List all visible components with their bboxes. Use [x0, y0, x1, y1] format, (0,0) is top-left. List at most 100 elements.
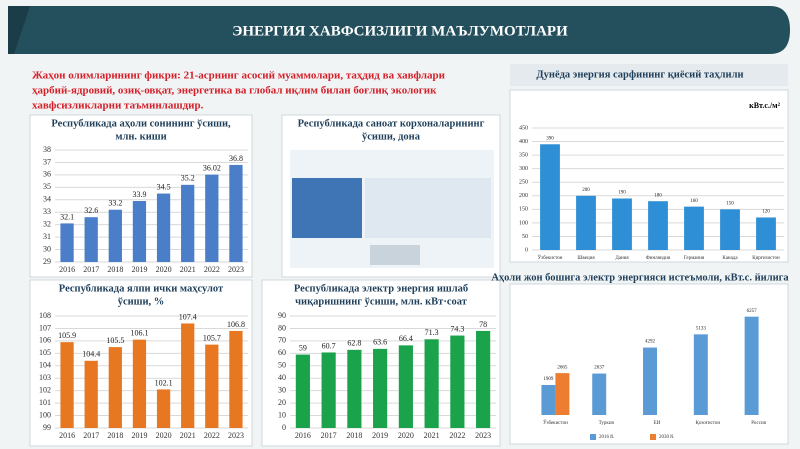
- y-tick-label: 33: [43, 207, 51, 216]
- value-label: 33.9: [132, 190, 146, 199]
- value-label: 150: [726, 201, 734, 206]
- value-label: 180: [654, 193, 662, 198]
- bar: [576, 195, 596, 250]
- bar: [643, 347, 657, 415]
- value-label: 63.6: [373, 338, 387, 347]
- y-tick-label: 0: [525, 247, 528, 253]
- chart-title: млн. киши: [115, 131, 166, 142]
- value-label: 160: [690, 199, 698, 204]
- y-tick-label: 20: [278, 398, 286, 407]
- bar: [648, 201, 668, 250]
- y-tick-label: 99: [43, 423, 51, 432]
- quote-line: ҳарбий-ядровий, озиқ-овқат, энергетика в…: [32, 85, 437, 97]
- y-tick-label: 37: [43, 157, 51, 166]
- chart-title: Дунёда энергия сарфининг қиёсий таҳлили: [536, 69, 743, 80]
- panel-header: [510, 64, 788, 86]
- bar: [744, 316, 759, 415]
- bar: [555, 373, 570, 415]
- y-tick-label: 250: [519, 180, 528, 186]
- x-tick-label: 2019: [131, 431, 147, 440]
- y-tick-label: 50: [522, 234, 528, 240]
- y-tick-label: 90: [278, 311, 286, 320]
- bar: [424, 339, 439, 428]
- x-tick-label: Қирғизистон: [752, 256, 780, 261]
- value-label: 105.5: [106, 336, 124, 345]
- bar: [181, 184, 195, 262]
- table-image: [290, 150, 494, 268]
- y-tick-label: 100: [39, 410, 51, 419]
- value-label: 60.7: [322, 341, 336, 350]
- y-tick-label: 300: [519, 166, 528, 172]
- bar: [476, 330, 491, 428]
- value-label: 4292: [645, 340, 656, 345]
- x-tick-label: 2022: [449, 431, 465, 440]
- chart-title: Республикада ялпи ички маҳсулот: [59, 283, 224, 294]
- y-tick-label: 105: [39, 348, 51, 357]
- image-table: [292, 178, 362, 238]
- bar: [205, 174, 219, 262]
- header-band: [8, 6, 790, 54]
- y-tick-label: 108: [39, 311, 51, 320]
- header-title: ЭНЕРГИЯ ХАВФСИЗЛИГИ МАЪЛУМОТЛАРИ: [232, 23, 568, 39]
- bar: [132, 339, 147, 428]
- x-tick-label: 2020: [156, 265, 172, 274]
- legend-label: 2030 й.: [659, 435, 674, 440]
- y-tick-label: 350: [519, 152, 528, 158]
- bar: [720, 209, 740, 250]
- y-tick-label: 32: [43, 219, 51, 228]
- legend-swatch: [650, 434, 656, 440]
- quote-line: Жаҳон олимларининг фикри: 21-асрнинг асо…: [32, 70, 446, 82]
- bar: [60, 223, 74, 262]
- legend-swatch: [590, 434, 596, 440]
- x-tick-label: 2023: [475, 431, 491, 440]
- value-label: 74.3: [450, 324, 464, 333]
- chart-title: чиқаришнинг ўсиши, млн. кВт·соат: [295, 296, 468, 307]
- y-tick-label: 40: [278, 373, 286, 382]
- x-tick-label: 2016: [295, 431, 311, 440]
- x-tick-label: Россия: [751, 421, 766, 426]
- y-tick-label: 36: [43, 170, 51, 179]
- bar: [541, 385, 556, 415]
- value-label: 105.9: [58, 331, 76, 340]
- bar: [398, 345, 413, 428]
- x-tick-label: 2017: [83, 265, 99, 274]
- value-label: 102.1: [155, 378, 173, 387]
- bar: [181, 323, 195, 428]
- x-tick-label: Финляндия: [646, 256, 671, 261]
- x-tick-label: Дания: [615, 256, 629, 261]
- bar: [450, 335, 465, 428]
- bar: [693, 334, 708, 415]
- value-label: 1909: [543, 377, 554, 382]
- value-label: 105.7: [203, 333, 221, 342]
- x-tick-label: Швеция: [577, 256, 595, 261]
- quote: Жаҳон олимларининг фикри: 21-асрнинг асо…: [32, 70, 446, 112]
- bar: [156, 193, 171, 262]
- y-tick-label: 400: [519, 139, 528, 145]
- image-chart: [365, 178, 491, 238]
- bar: [229, 330, 243, 428]
- header-accent: [8, 6, 30, 54]
- value-label: 35.2: [181, 174, 195, 183]
- x-tick-label: ЕИ: [654, 421, 661, 426]
- bar: [756, 217, 776, 250]
- chart-title: Республикада аҳоли сонининг ўсиши,: [51, 118, 231, 129]
- x-tick-label: 2022: [204, 265, 220, 274]
- y-tick-label: 450: [519, 125, 528, 131]
- bar: [295, 354, 310, 428]
- bar: [84, 360, 98, 428]
- y-tick-label: 30: [43, 244, 51, 253]
- y-tick-label: 102: [39, 385, 51, 394]
- value-label: 59: [299, 343, 307, 352]
- y-tick-label: 30: [278, 385, 286, 394]
- value-label: 190: [618, 191, 626, 196]
- value-label: 33.2: [108, 199, 122, 208]
- y-tick-label: 60: [278, 348, 286, 357]
- x-tick-label: Ўзбекистон: [543, 420, 568, 426]
- x-tick-label: 2021: [180, 265, 196, 274]
- bar: [321, 352, 336, 428]
- x-tick-label: 2019: [372, 431, 388, 440]
- y-tick-label: 38: [43, 145, 51, 154]
- y-tick-label: 104: [39, 361, 51, 370]
- bar: [108, 209, 122, 262]
